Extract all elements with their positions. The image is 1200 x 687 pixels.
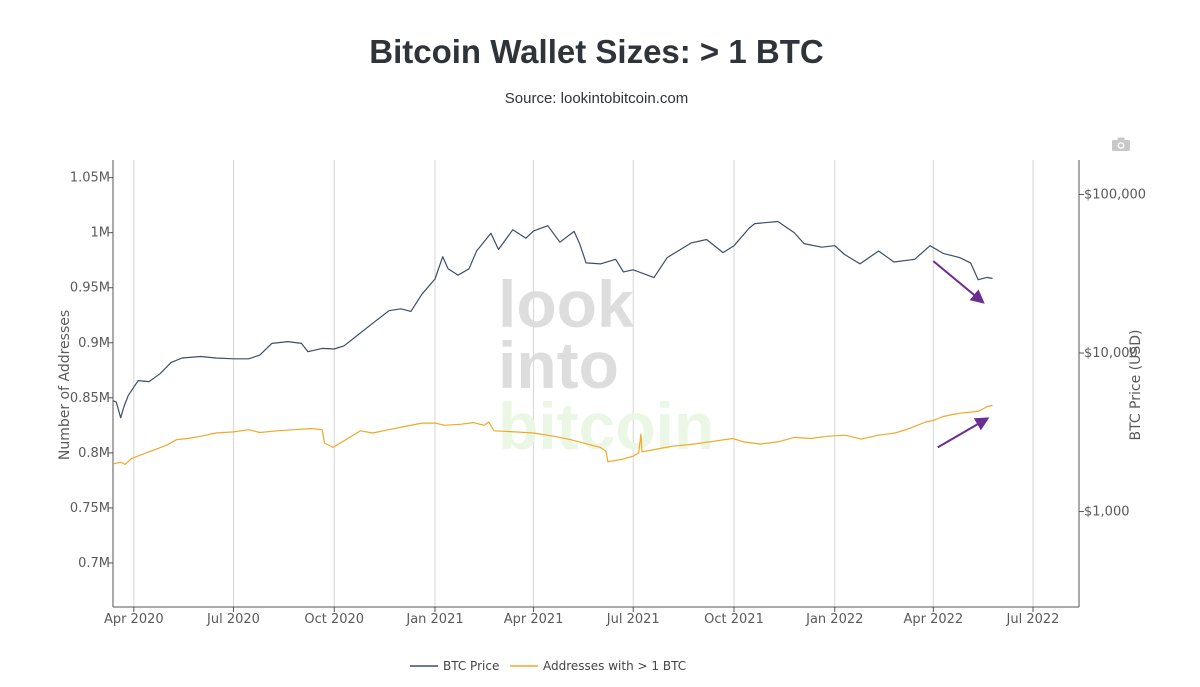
chart-title: Bitcoin Wallet Sizes: > 1 BTC <box>369 33 824 70</box>
x-tick-label: Apr 2021 <box>504 612 564 627</box>
y-left-tick-label: 0.95M <box>70 281 110 296</box>
watermark-line-1: look <box>498 267 634 341</box>
y-axis-left-label: Number of Addresses <box>57 310 73 460</box>
grid-lines <box>133 160 1034 607</box>
btc-price-line <box>112 220 993 419</box>
x-tick-label: Apr 2020 <box>104 612 164 627</box>
x-tick-label: Oct 2021 <box>704 612 764 627</box>
chart-subtitle: Source: lookintobitcoin.com <box>504 90 689 107</box>
annotations <box>932 260 990 449</box>
y-left-tick-label: 0.75M <box>70 501 110 516</box>
x-tick-label: Jan 2021 <box>405 612 463 627</box>
x-tick-label: Oct 2020 <box>304 612 364 627</box>
y-axis-right-label: BTC Price (USD) <box>1128 329 1144 440</box>
legend-label: BTC Price <box>443 659 499 673</box>
y-left-tick-label: 1.05M <box>70 171 110 186</box>
y-left-tick-label: 1M <box>91 226 111 241</box>
y-left-tick-label: 0.7M <box>78 556 110 571</box>
price-down-arrow <box>932 260 985 304</box>
legend[interactable]: BTC Price Addresses with > 1 BTC <box>410 659 686 673</box>
camera-icon[interactable] <box>1112 137 1130 151</box>
legend-item-addresses[interactable]: Addresses with > 1 BTC <box>510 659 686 673</box>
y-right-tick-label: $100,000 <box>1084 187 1146 202</box>
y-right-tick-label: $1,000 <box>1084 505 1130 520</box>
watermark-line-2: into <box>498 328 619 402</box>
watermark: look into bitcoin <box>498 267 714 463</box>
legend-label: Addresses with > 1 BTC <box>543 659 686 673</box>
addresses-up-arrow <box>937 417 990 449</box>
y-left-tick-label: 0.9M <box>78 336 110 351</box>
x-tick-label: Jul 2021 <box>606 612 660 627</box>
y-right-tick-label: $10,000 <box>1084 346 1138 361</box>
x-tick-label: Jan 2022 <box>805 612 863 627</box>
x-tick-label: Apr 2022 <box>903 612 963 627</box>
y-left-tick-label: 0.8M <box>78 446 110 461</box>
legend-item-btc-price[interactable]: BTC Price <box>410 659 499 673</box>
axes: 0.7M 0.75M 0.8M 0.85M 0.9M 0.95M 1M 1.05M $1,000… <box>70 160 1146 627</box>
x-tick-label: Jul 2022 <box>1006 612 1060 627</box>
addresses-line <box>112 404 993 465</box>
series-group <box>112 220 993 465</box>
x-tick-label: Jul 2020 <box>206 612 260 627</box>
y-left-tick-label: 0.85M <box>70 391 110 406</box>
